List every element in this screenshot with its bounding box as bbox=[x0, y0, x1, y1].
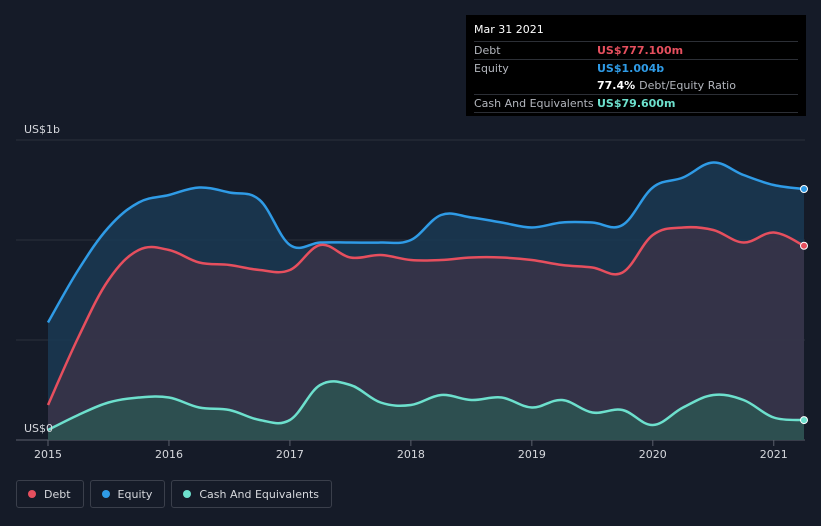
x-tick-label: 2015 bbox=[34, 448, 62, 461]
legend-debt[interactable]: Debt bbox=[16, 480, 84, 508]
x-tick-label: 2018 bbox=[397, 448, 425, 461]
debt-end-marker bbox=[800, 241, 808, 250]
tooltip-cash-value: US$79.600m bbox=[597, 97, 676, 110]
x-tick-label: 2021 bbox=[760, 448, 788, 461]
y-axis-bottom-label: US$0 bbox=[24, 422, 54, 435]
chart-end-markers bbox=[800, 185, 808, 425]
tooltip-equity-row: Equity US$1.004b bbox=[474, 59, 798, 77]
y-axis-top-label: US$1b bbox=[24, 123, 61, 136]
tooltip-debt-row: Debt US$777.100m bbox=[474, 41, 798, 59]
tooltip-debt-value: US$777.100m bbox=[597, 44, 684, 57]
chart-areas bbox=[48, 162, 804, 440]
legend-equity-dot bbox=[101, 490, 110, 498]
debt-area bbox=[48, 227, 804, 440]
tooltip-cash-label: Cash And Equivalents bbox=[474, 97, 594, 110]
x-axis: 2015 2016 2017 2018 2019 2020 2021 bbox=[34, 440, 788, 461]
debt-line bbox=[46, 225, 805, 406]
cash-line bbox=[47, 380, 805, 432]
x-tick-label: 2016 bbox=[155, 448, 183, 461]
cash-area bbox=[48, 381, 804, 440]
tooltip-equity-value: US$1.004b bbox=[597, 62, 665, 75]
equity-end-marker bbox=[800, 185, 808, 193]
tooltip-ratio-value: 77.4% bbox=[597, 79, 636, 92]
tooltip-ratio-label: Debt/Equity Ratio bbox=[639, 79, 736, 92]
tooltip-cash-row: Cash And Equivalents US$79.600m bbox=[474, 94, 798, 113]
legend-cash-dot bbox=[183, 490, 192, 498]
tooltip-debt-label: Debt bbox=[474, 44, 501, 57]
equity-line bbox=[46, 161, 805, 324]
legend-debt-label: Debt bbox=[44, 487, 71, 501]
tooltip-ratio-row: 77.4% Debt/Equity Ratio bbox=[474, 77, 798, 94]
tooltip-date: Mar 31 2021 bbox=[474, 23, 544, 36]
chart-lines bbox=[46, 161, 805, 432]
legend-equity[interactable]: Equity bbox=[89, 480, 166, 508]
legend-debt-dot bbox=[28, 490, 36, 498]
chart-legend: Debt Equity Cash And Equivalents bbox=[16, 480, 332, 508]
legend-cash-label: Cash And Equivalents bbox=[199, 487, 319, 501]
x-tick-label: 2020 bbox=[639, 448, 667, 461]
cash-end-marker bbox=[800, 416, 808, 425]
x-tick-label: 2019 bbox=[518, 448, 546, 461]
data-tooltip: Mar 31 2021 Debt US$777.100m Equity US$1… bbox=[466, 15, 806, 116]
tooltip-equity-label: Equity bbox=[474, 62, 509, 75]
legend-equity-label: Equity bbox=[117, 487, 153, 501]
x-tick-label: 2017 bbox=[276, 448, 304, 461]
legend-cash[interactable]: Cash And Equivalents bbox=[171, 480, 332, 508]
